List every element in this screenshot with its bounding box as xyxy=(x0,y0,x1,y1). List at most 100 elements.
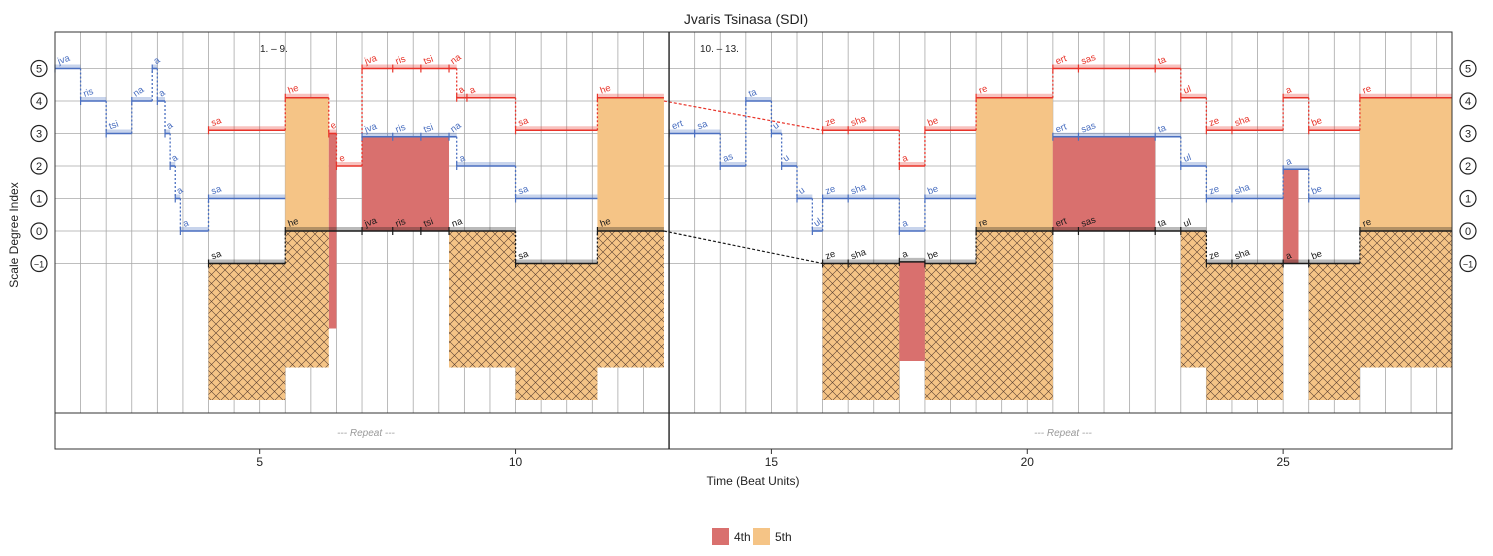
middle-syllable: a xyxy=(175,185,186,197)
pitch-lines xyxy=(54,64,1452,268)
bottom-syllable: a xyxy=(901,248,910,260)
middle-syllable: u xyxy=(796,185,807,197)
y-tick-label: 1 xyxy=(1465,194,1471,206)
y-tick-circle xyxy=(30,254,48,273)
top-syllable: ze xyxy=(1208,115,1221,129)
middle-syllable: ert xyxy=(670,118,685,132)
hatch-pattern xyxy=(1308,263,1360,400)
y-tick-circle xyxy=(1459,157,1477,175)
hatch-pattern xyxy=(848,263,900,400)
middle-syllable: as xyxy=(722,151,735,165)
x-tick-label: 5 xyxy=(256,455,263,469)
top-syllable: be xyxy=(926,115,940,129)
y-tick-circle xyxy=(1459,124,1477,143)
y-tick-circle xyxy=(1459,189,1477,208)
middle-syllable: sa xyxy=(517,183,531,197)
y-tick-circle xyxy=(30,189,48,208)
legend: 4th 5th xyxy=(712,528,792,545)
bottom-syllable: sha xyxy=(1233,246,1252,262)
middle-syllable: sha xyxy=(849,181,868,197)
bottom-section-connector xyxy=(663,230,823,265)
y-tick-label: 0 xyxy=(36,226,42,238)
hatch-pattern xyxy=(515,263,598,400)
bottom-syllable: be xyxy=(1310,248,1324,262)
bottom-syllable: re xyxy=(977,217,989,230)
middle-syllable: ert xyxy=(1054,121,1069,135)
middle-syllable: a xyxy=(1284,156,1293,168)
repeat-label-1: --- Repeat --- xyxy=(337,428,395,439)
top-syllable: a xyxy=(901,152,910,164)
plot-frame xyxy=(54,31,1453,450)
hatch-pattern xyxy=(1206,263,1284,400)
y-tick-circle xyxy=(1459,59,1477,78)
y-tick-label: 5 xyxy=(1465,64,1471,76)
top-syllable: a xyxy=(468,84,477,96)
y-tick-label: 2 xyxy=(36,161,42,173)
top-syllable: e xyxy=(328,120,339,132)
interval-area-5th xyxy=(1359,97,1452,231)
middle-syllable: a xyxy=(182,217,191,229)
y-tick-label: 4 xyxy=(1465,96,1471,108)
section-label-2: 10. – 13. xyxy=(700,44,739,55)
middle-syllable: be xyxy=(1310,183,1324,197)
top-syllable: ris xyxy=(394,53,407,67)
y-tick-circle xyxy=(30,124,48,143)
middle-syllable: ris xyxy=(82,86,95,100)
legend-swatch-4th xyxy=(712,528,729,545)
section-label-1: 1. – 9. xyxy=(260,44,288,55)
legend-swatch-5th xyxy=(753,528,770,545)
middle-syllable: ta xyxy=(747,87,759,100)
bottom-syllable: sa xyxy=(210,248,224,262)
top-syllable: sha xyxy=(1233,113,1252,129)
interval-area-5th xyxy=(597,97,664,231)
y-tick-circle xyxy=(1459,222,1477,240)
y-tick-label: 1 xyxy=(36,194,42,206)
bottom-syllable: be xyxy=(926,248,940,262)
y-tick-label: 3 xyxy=(36,129,42,141)
y-tick-label: 5 xyxy=(36,64,42,76)
y-axis-title: Scale Degree Index xyxy=(7,182,21,287)
repeat-label-2: --- Repeat --- xyxy=(1034,428,1092,439)
chart-title: Jvaris Tsinasa (SDI) xyxy=(684,11,808,27)
middle-syllable: sa xyxy=(696,118,710,132)
y-tick-circle xyxy=(30,59,48,78)
top-syllable: ul xyxy=(1182,84,1193,97)
axes: 5 10 15 20 255 54 43 32 21 10 0−1 −1 xyxy=(30,59,1477,469)
middle-syllable: sha xyxy=(1233,181,1252,197)
top-syllable: tsi xyxy=(422,54,435,68)
y-tick-circle xyxy=(30,157,48,175)
top-syllable: sha xyxy=(849,113,868,129)
hatched-areas xyxy=(208,231,1452,400)
y-tick-label: −1 xyxy=(1463,260,1473,270)
middle-syllable: a xyxy=(152,55,163,67)
y-tick-circle xyxy=(1459,92,1477,110)
bottom-syllable: tsi xyxy=(422,216,435,230)
middle-syllable: sa xyxy=(210,183,224,197)
top-syllable: a xyxy=(1284,84,1293,96)
bottom-syllable: re xyxy=(1361,217,1373,230)
bottom-syllable: ta xyxy=(1156,217,1168,230)
plot-border xyxy=(54,31,1453,450)
y-tick-circle xyxy=(1459,254,1477,273)
interval-areas xyxy=(285,97,1452,329)
y-tick-label: 2 xyxy=(1465,161,1471,173)
middle-syllable: sas xyxy=(1080,120,1098,135)
hatch-pattern xyxy=(822,263,849,400)
top-syllable: re xyxy=(1361,83,1373,96)
top-syllable: he xyxy=(599,83,613,97)
middle-syllable: jva xyxy=(362,121,379,136)
legend-label-4th: 4th xyxy=(734,530,751,544)
middle-syllable: ta xyxy=(1156,122,1168,135)
x-tick-label: 25 xyxy=(1276,455,1290,469)
top-syllable: ze xyxy=(824,115,837,129)
interval-area-5th xyxy=(976,97,1053,231)
middle-syllable: a xyxy=(157,87,168,99)
y-tick-label: 0 xyxy=(1465,226,1471,238)
y-tick-label: 3 xyxy=(1465,129,1471,141)
y-tick-circle xyxy=(30,222,48,240)
top-syllable: he xyxy=(287,83,301,97)
middle-syllable: ul xyxy=(1182,152,1193,165)
bottom-syllable: jva xyxy=(362,215,379,230)
